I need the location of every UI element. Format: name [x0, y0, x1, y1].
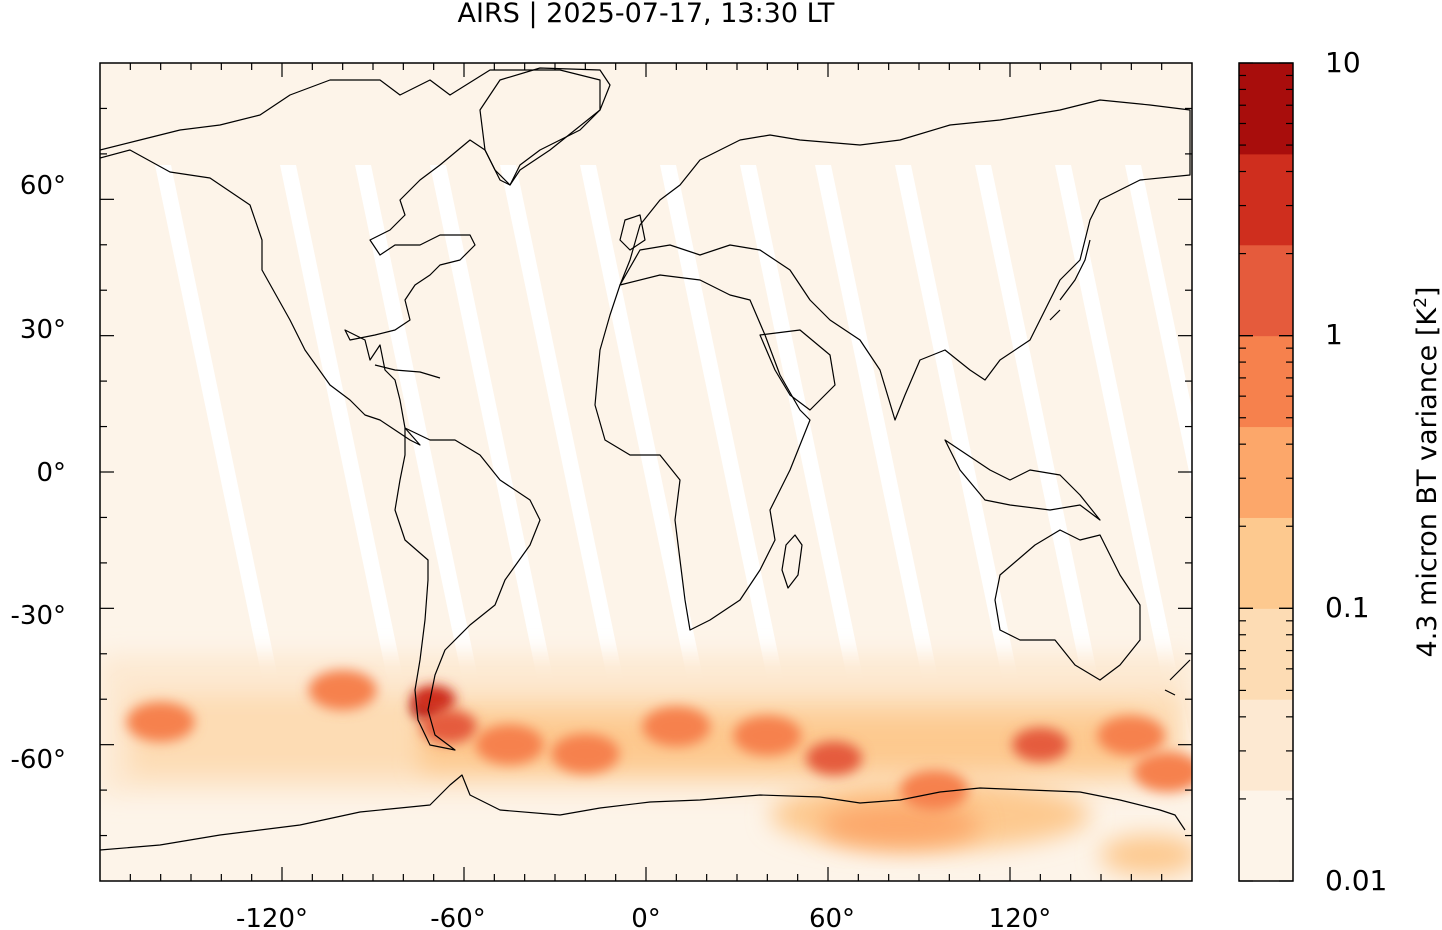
- coast-africa: [594, 274, 811, 631]
- map-field: [100, 63, 1192, 881]
- colorbar-level-1: [1239, 699, 1293, 791]
- colorbar-level-6: [1239, 244, 1293, 337]
- cbar-label-0.01: 0.01: [1325, 864, 1387, 897]
- colorbar-level-4: [1239, 426, 1293, 518]
- swath-gap-0: [155, 165, 291, 740]
- hotspot-1: [411, 685, 456, 714]
- antarctic-blob-2: [820, 803, 980, 847]
- coast-eurasia: [619, 99, 1191, 421]
- colorbar-level-2: [1239, 608, 1293, 700]
- coast-new-zealand: [1164, 659, 1191, 696]
- swath-gap-4: [500, 165, 636, 740]
- lat-label-2: 0°: [36, 458, 66, 488]
- hotspot-12: [1097, 715, 1166, 756]
- antarctic-blob-3: [1100, 835, 1192, 875]
- swath-gaps: [155, 165, 1192, 740]
- coast-japan: [1049, 239, 1091, 321]
- colorbar-level-5: [1239, 335, 1293, 428]
- variance-hotspots: [126, 670, 1192, 811]
- lat-label-4: -60°: [11, 745, 66, 775]
- coast-greenland: [479, 67, 611, 186]
- lon-tick-labels: -120° -60° 0° 60° 120°: [236, 904, 1051, 930]
- hotspot-6: [551, 733, 620, 774]
- swath-gap-12: [1125, 165, 1192, 487]
- swath-gap-6: [660, 165, 796, 740]
- coast-australia: [994, 529, 1141, 681]
- hotspot-3: [308, 670, 377, 711]
- colorbar: [1239, 63, 1293, 882]
- lon-label-1: -60°: [430, 904, 485, 930]
- colorbar-title: 4.3 micron BT variance [K2]: [1411, 287, 1442, 658]
- cbar-label-0.1: 0.1: [1325, 591, 1370, 624]
- colorbar-tick-labels: 10 1 0.1 0.01: [1325, 46, 1387, 897]
- colorbar-ticks: [1239, 62, 1293, 882]
- colorbar-frame: [1238, 62, 1294, 882]
- cbar-label-1: 1: [1325, 318, 1343, 351]
- lon-label-4: 120°: [989, 904, 1052, 930]
- lat-label-0: 60°: [20, 171, 66, 201]
- coast-south-america: [394, 427, 541, 751]
- swath-gap-3: [430, 165, 566, 740]
- lon-label-0: -120°: [236, 904, 308, 930]
- swath-gap-11: [1055, 165, 1191, 740]
- cbar-label-10: 10: [1325, 46, 1361, 79]
- map-title: AIRS | 2025-07-17, 13:30 LT: [457, 0, 835, 29]
- swath-gap-8: [815, 165, 951, 740]
- hotspot-4: [126, 701, 195, 742]
- hotspot-7: [642, 706, 711, 747]
- lat-label-1: 30°: [20, 315, 66, 345]
- lat-label-3: -30°: [11, 601, 66, 631]
- hotspot-11: [1012, 727, 1069, 762]
- lon-label-3: 60°: [809, 904, 855, 930]
- coast-arabia: [759, 329, 836, 411]
- swath-gap-7: [740, 165, 876, 740]
- coastlines: [100, 67, 1191, 851]
- colorbar-level-8: [1239, 63, 1293, 155]
- coast-uk: [619, 214, 646, 251]
- lat-tick-labels: 60° 30° 0° -30° -60°: [11, 171, 66, 775]
- hotspot-13: [1133, 751, 1192, 792]
- coast-north-america: [100, 69, 601, 446]
- swath-gap-5: [580, 165, 716, 740]
- hotspot-9: [806, 741, 863, 776]
- coast-madagascar: [781, 534, 803, 589]
- swath-gap-10: [975, 165, 1111, 740]
- hotspot-10: [900, 770, 969, 811]
- map-ticks: [100, 63, 1192, 881]
- coast-antarctica: [100, 774, 1186, 851]
- swath-gap-1: [280, 165, 416, 740]
- swath-gap-2: [355, 165, 491, 740]
- colorbar-level-3: [1239, 517, 1293, 609]
- hotspot-8: [733, 715, 802, 756]
- hotspot-5: [475, 724, 544, 765]
- colorbar-level-0: [1239, 790, 1293, 882]
- lon-label-2: 0°: [631, 904, 661, 930]
- colorbar-level-7: [1239, 153, 1293, 246]
- coast-caribbean: [374, 364, 441, 379]
- coast-southeast-asia: [944, 439, 1101, 521]
